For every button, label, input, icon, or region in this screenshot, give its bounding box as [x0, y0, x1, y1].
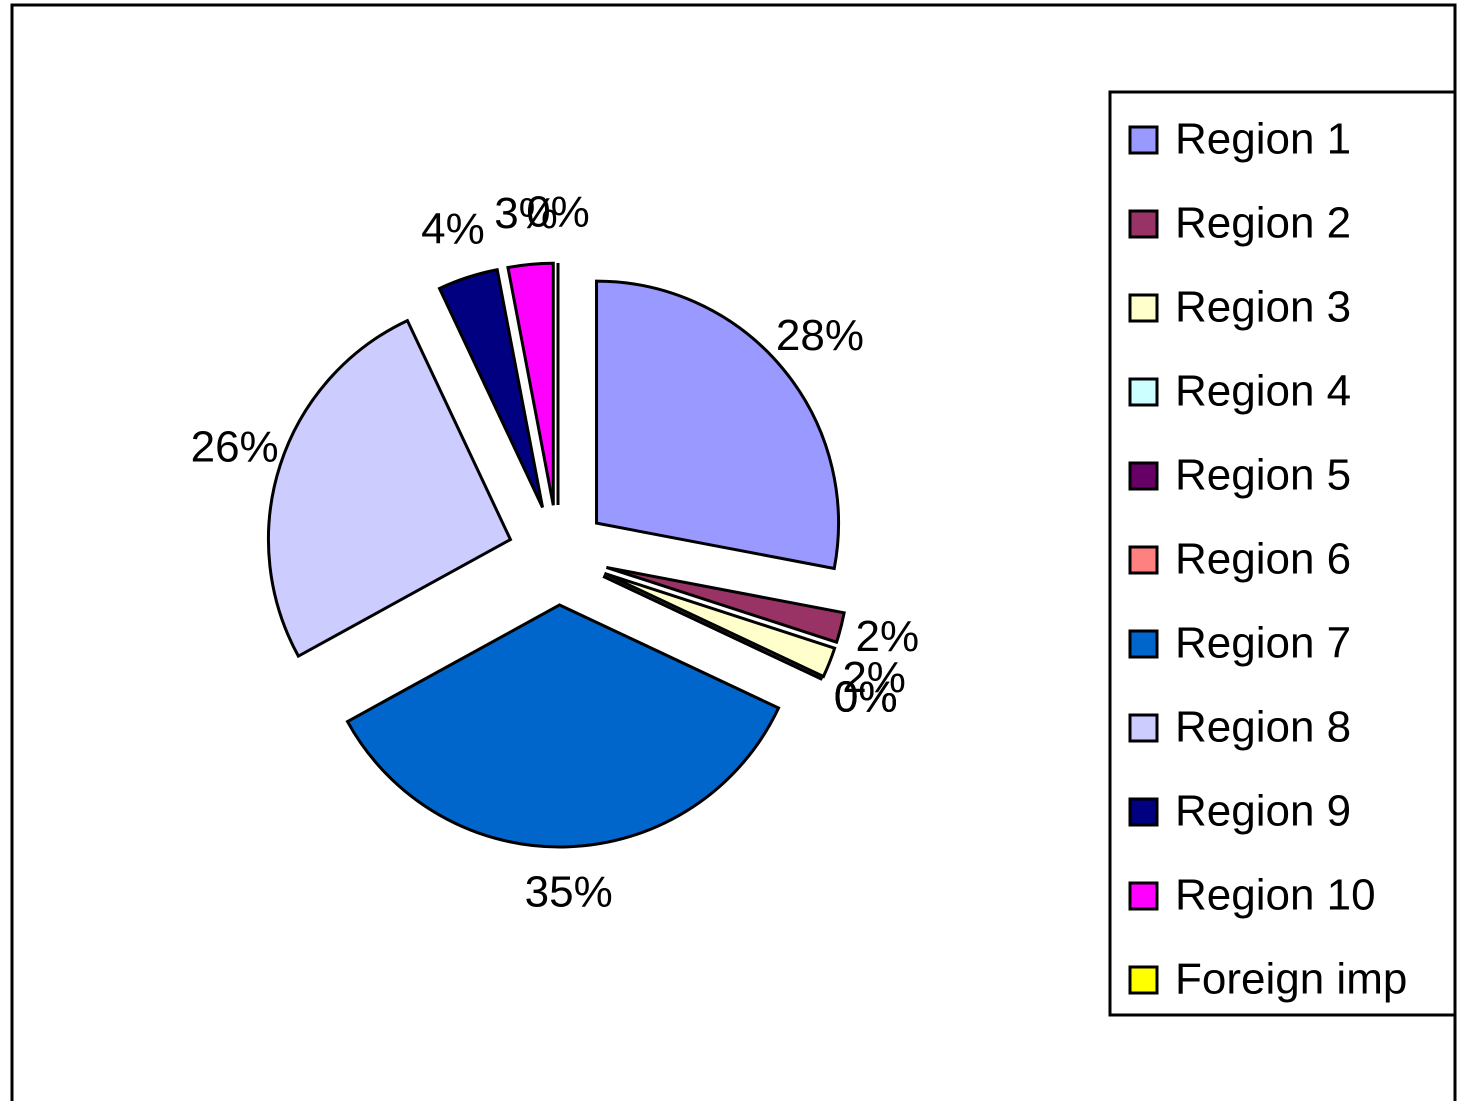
- data-label: 4%: [421, 204, 485, 253]
- legend-label: Region 8: [1175, 703, 1351, 752]
- data-label: 28%: [776, 311, 864, 360]
- data-label: 35%: [525, 867, 613, 916]
- data-label: 0%: [526, 188, 590, 237]
- legend-label: Region 4: [1175, 367, 1351, 416]
- legend-swatch: [1128, 881, 1159, 911]
- data-label: 0%: [834, 672, 898, 721]
- pie-slice: [345, 603, 781, 849]
- legend-label: Region 5: [1175, 451, 1351, 500]
- legend-swatch: [1128, 965, 1159, 995]
- legend-swatch: [1128, 713, 1159, 743]
- pie-slice: [506, 261, 555, 506]
- legend-label: Region 10: [1175, 871, 1376, 920]
- legend-label: Region 9: [1175, 787, 1351, 836]
- legend-swatch: [1128, 209, 1159, 239]
- legend-box: [1108, 90, 1457, 1017]
- pie-slice: [602, 574, 823, 681]
- pie-slice: [595, 279, 840, 571]
- data-label: 0%: [834, 672, 898, 721]
- data-label: 26%: [191, 423, 279, 472]
- pie-slice: [267, 318, 513, 659]
- legend-swatch: [1128, 545, 1159, 575]
- data-label: 2%: [842, 653, 906, 702]
- legend-swatch: [1128, 125, 1159, 155]
- legend-swatch: [1128, 797, 1159, 827]
- legend-swatch: [1128, 461, 1159, 491]
- legend-label: Region 7: [1175, 619, 1351, 668]
- data-label: 3%: [494, 189, 558, 238]
- legend-label: Region 1: [1175, 115, 1351, 164]
- legend-label: Region 6: [1175, 535, 1351, 584]
- pie-slice: [437, 267, 545, 509]
- data-label: 2%: [856, 612, 920, 661]
- data-label: 0%: [834, 672, 898, 721]
- legend-label: Region 2: [1175, 199, 1351, 248]
- legend-label: Foreign imp: [1175, 955, 1407, 1004]
- legend-label: Region 3: [1175, 283, 1351, 332]
- pie-slice: [605, 565, 846, 645]
- legend-swatch: [1128, 629, 1159, 659]
- pie-slice: [603, 571, 837, 679]
- legend-swatch: [1128, 293, 1159, 323]
- legend-swatch: [1128, 377, 1159, 407]
